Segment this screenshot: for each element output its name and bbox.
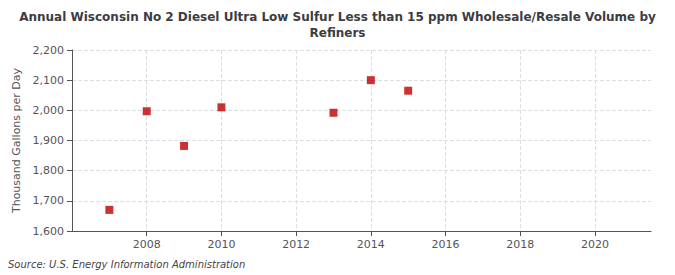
svg-text:2014: 2014: [357, 238, 385, 251]
svg-text:2008: 2008: [133, 238, 161, 251]
svg-text:2016: 2016: [432, 238, 460, 251]
svg-text:2012: 2012: [282, 238, 310, 251]
svg-text:2020: 2020: [581, 238, 609, 251]
svg-text:2,200: 2,200: [33, 44, 65, 57]
svg-text:1,800: 1,800: [33, 164, 65, 177]
svg-text:1,700: 1,700: [33, 194, 65, 207]
svg-text:2,000: 2,000: [33, 104, 65, 117]
svg-text:Refiners: Refiners: [309, 26, 365, 40]
svg-text:2010: 2010: [207, 238, 235, 251]
svg-text:2,100: 2,100: [33, 74, 65, 87]
svg-text:1,600: 1,600: [33, 225, 65, 238]
svg-text:Annual Wisconsin No 2 Diesel U: Annual Wisconsin No 2 Diesel Ultra Low S…: [19, 10, 656, 24]
svg-text:Thousand Gallons per Day: Thousand Gallons per Day: [10, 67, 23, 214]
svg-text:2018: 2018: [506, 238, 534, 251]
svg-text:Source: U.S. Energy Informatio: Source: U.S. Energy Information Administ…: [8, 259, 245, 270]
svg-text:1,900: 1,900: [33, 134, 65, 147]
